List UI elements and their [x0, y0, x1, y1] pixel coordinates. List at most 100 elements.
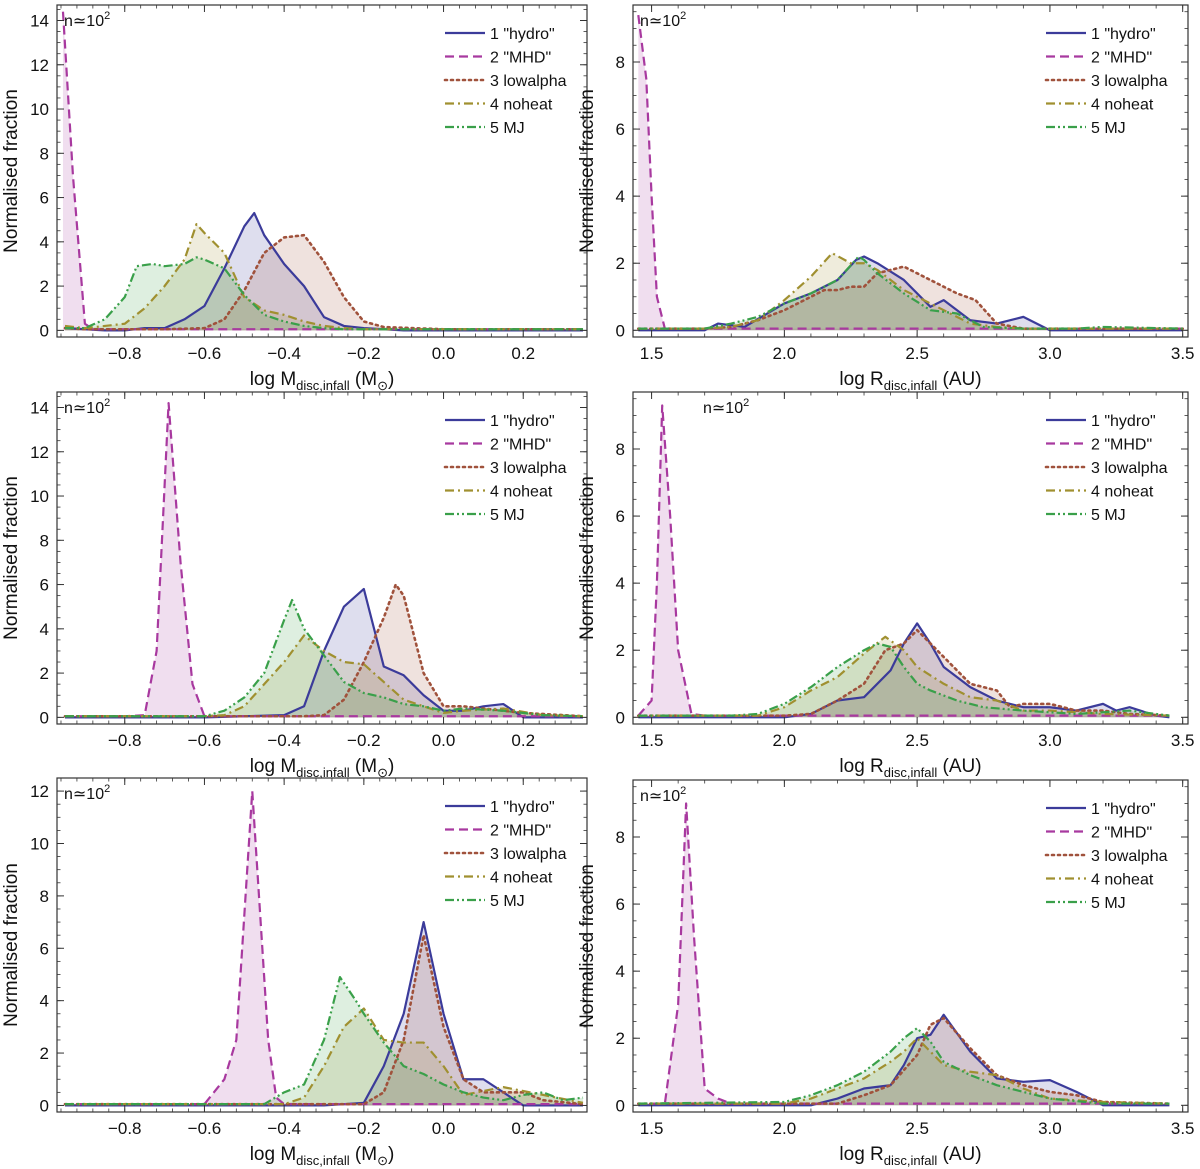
- x-tick-label: 3.5: [1171, 731, 1195, 750]
- chart-panel-4: 1.5 2.0 2.5 3.0 3.5 0 2 4 6 8 Normalised fraction l…: [577, 391, 1195, 780]
- y-tick-label: 6: [616, 120, 625, 139]
- legend-label-5: 5 MJ: [1091, 895, 1126, 912]
- legend-label-1: 1 "hydro": [1091, 26, 1156, 43]
- chart-panel-2: 1.5 2.0 2.5 3.0 3.5 0 2 4 6 8 Normalised fraction l…: [577, 4, 1195, 393]
- x-axis-label-unit: (M: [350, 1144, 377, 1165]
- x-axis-label-unit-sub: ⊙: [377, 1153, 388, 1168]
- x-tick-label: 3.0: [1038, 344, 1062, 363]
- n-label-exp: 2: [104, 397, 110, 409]
- series-fill-3: [638, 1018, 1170, 1106]
- y-tick-label: 8: [616, 53, 625, 72]
- plot-frame: [632, 779, 1189, 1113]
- x-tick-label: −0.4: [267, 1119, 301, 1138]
- x-tick-label: −0.6: [188, 344, 222, 363]
- x-tick-label: −0.6: [188, 731, 222, 750]
- x-axis-label: log Mdisc,infall (M⊙): [250, 756, 395, 780]
- y-tick-label: 4: [40, 620, 49, 639]
- chart-panel-3: −0.8 −0.6 −0.4 −0.2 0.0 0.2 0 2 4 6 8 10 12 14 Normali…: [1, 391, 588, 780]
- series-fill-3: [638, 630, 1170, 718]
- series-line-5: [638, 255, 1183, 330]
- y-tick-label: 2: [40, 1044, 49, 1063]
- n-label-base: n≃10: [640, 788, 680, 805]
- legend: 1 "hydro" 2 "MHD" 3 lowalpha 4 noheat 5 MJ: [443, 799, 567, 910]
- y-tick-label: 8: [616, 828, 625, 847]
- legend-label-5: 5 MJ: [1091, 120, 1126, 137]
- n-label: n≃102: [703, 397, 749, 417]
- x-tick-label: 0.2: [511, 731, 535, 750]
- y-tick-label: 2: [40, 277, 49, 296]
- y-axis-label: Normalised fraction: [1, 863, 22, 1027]
- y-tick-label: 6: [616, 895, 625, 914]
- chart-panel-1: −0.8 −0.6 −0.4 −0.2 0.0 0.2 0 2 4 6 8 10 12 14 Normali…: [1, 4, 588, 393]
- series-fill-1: [638, 1014, 1170, 1106]
- n-label-exp: 2: [104, 10, 110, 22]
- series-fill-4: [638, 253, 1183, 331]
- legend-label-1: 1 "hydro": [490, 26, 555, 43]
- n-label: n≃102: [64, 397, 110, 417]
- plot-frame: [632, 391, 1189, 725]
- series-fill-4: [64, 1008, 584, 1106]
- legend-label-1: 1 "hydro": [1091, 801, 1156, 818]
- x-axis-label-unit-sub: ⊙: [377, 378, 388, 393]
- legend-label-5: 5 MJ: [490, 893, 525, 910]
- n-label-base: n≃10: [64, 13, 104, 30]
- y-tick-label: 6: [40, 576, 49, 595]
- x-axis-label-main: log M: [250, 1144, 296, 1165]
- x-axis-label-sub: disc,infall: [296, 1153, 350, 1168]
- y-tick-label: 0: [616, 1096, 625, 1115]
- y-tick-label: 0: [40, 321, 49, 340]
- x-tick-label: 3.0: [1038, 1119, 1062, 1138]
- y-tick-label: 8: [40, 144, 49, 163]
- x-axis-label-main: log M: [250, 756, 296, 777]
- x-tick-label: −0.2: [347, 731, 381, 750]
- n-label-base: n≃10: [64, 400, 104, 417]
- x-tick-label: 2.5: [905, 731, 929, 750]
- n-label-base: n≃10: [703, 400, 743, 417]
- x-axis-label: log Rdisc,infall (AU): [839, 369, 981, 393]
- n-label-base: n≃10: [640, 13, 680, 30]
- legend-label-4: 4 noheat: [490, 97, 553, 114]
- x-tick-label: 3.0: [1038, 731, 1062, 750]
- x-tick-label: 1.5: [640, 344, 664, 363]
- series-line-5: [638, 1027, 1170, 1105]
- legend-label-1: 1 "hydro": [490, 413, 555, 430]
- series-line-4: [64, 634, 584, 718]
- y-tick-label: 4: [616, 187, 625, 206]
- x-tick-label: 0.0: [432, 1119, 456, 1138]
- y-tick-label: 12: [30, 56, 49, 75]
- series-line-3: [63, 583, 585, 718]
- series-line-3: [63, 233, 585, 331]
- plot-frame: [632, 4, 1189, 338]
- y-tick-label: 14: [30, 11, 49, 30]
- legend: 1 "hydro" 2 "MHD" 3 lowalpha 4 noheat 5 MJ: [443, 413, 567, 524]
- x-axis-label-close: ): [388, 756, 394, 777]
- y-tick-label: 0: [616, 321, 625, 340]
- y-tick-label: 10: [30, 100, 49, 119]
- x-axis-label-unit-sub: ⊙: [377, 765, 388, 780]
- legend-label-5: 5 MJ: [1091, 507, 1126, 524]
- x-tick-label: −0.2: [347, 1119, 381, 1138]
- y-tick-label: 0: [616, 708, 625, 727]
- plot-area: [637, 14, 1184, 332]
- y-tick-label: 2: [616, 1029, 625, 1048]
- legend-label-1: 1 "hydro": [1091, 413, 1156, 430]
- x-axis-label-sub: disc,infall: [884, 765, 938, 780]
- legend-label-4: 4 noheat: [1091, 484, 1154, 501]
- x-tick-label: 0.0: [432, 731, 456, 750]
- series-fill-4: [638, 1038, 1170, 1106]
- x-axis-label-unit: (M: [350, 756, 377, 777]
- n-label: n≃102: [64, 10, 110, 30]
- legend-label-3: 3 lowalpha: [1091, 73, 1168, 90]
- series-fill-1: [64, 922, 584, 1106]
- legend-label-3: 3 lowalpha: [1091, 848, 1168, 865]
- legend-label-4: 4 noheat: [1091, 872, 1154, 889]
- y-tick-label: 4: [40, 233, 49, 252]
- n-label-exp: 2: [104, 783, 110, 795]
- plot-frame: [56, 4, 588, 338]
- legend-label-4: 4 noheat: [490, 870, 553, 887]
- legend-label-4: 4 noheat: [490, 484, 553, 501]
- legend-label-3: 3 lowalpha: [490, 73, 567, 90]
- legend-label-2: 2 "MHD": [1091, 50, 1152, 67]
- y-axis-label: Normalised fraction: [1, 476, 22, 640]
- x-axis-label-main: log M: [250, 369, 296, 390]
